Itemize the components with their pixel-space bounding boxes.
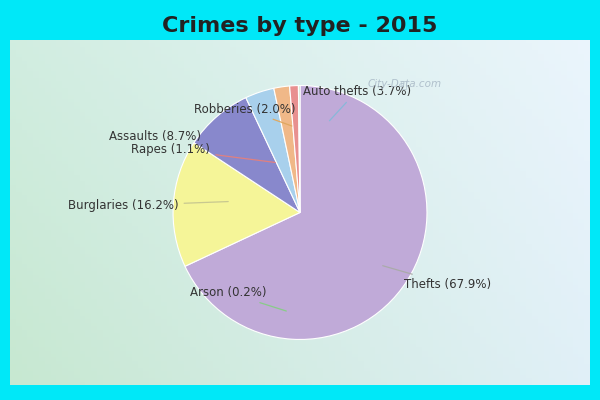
Wedge shape: [194, 98, 300, 212]
Text: Auto thefts (3.7%): Auto thefts (3.7%): [303, 84, 411, 121]
Text: Crimes by type - 2015: Crimes by type - 2015: [163, 16, 437, 36]
Text: City-Data.com: City-Data.com: [368, 79, 442, 89]
Text: Robberies (2.0%): Robberies (2.0%): [194, 102, 296, 126]
Text: Burglaries (16.2%): Burglaries (16.2%): [68, 199, 228, 212]
Text: ⓘ: ⓘ: [401, 79, 407, 89]
Text: Arson (0.2%): Arson (0.2%): [190, 286, 286, 311]
Text: Thefts (67.9%): Thefts (67.9%): [383, 266, 491, 291]
Wedge shape: [290, 86, 300, 212]
Text: Assaults (8.7%): Assaults (8.7%): [109, 130, 259, 154]
Wedge shape: [274, 86, 300, 212]
Wedge shape: [173, 143, 300, 266]
Wedge shape: [185, 86, 427, 340]
Wedge shape: [298, 86, 300, 212]
Wedge shape: [246, 88, 300, 212]
Text: Rapes (1.1%): Rapes (1.1%): [131, 142, 275, 162]
